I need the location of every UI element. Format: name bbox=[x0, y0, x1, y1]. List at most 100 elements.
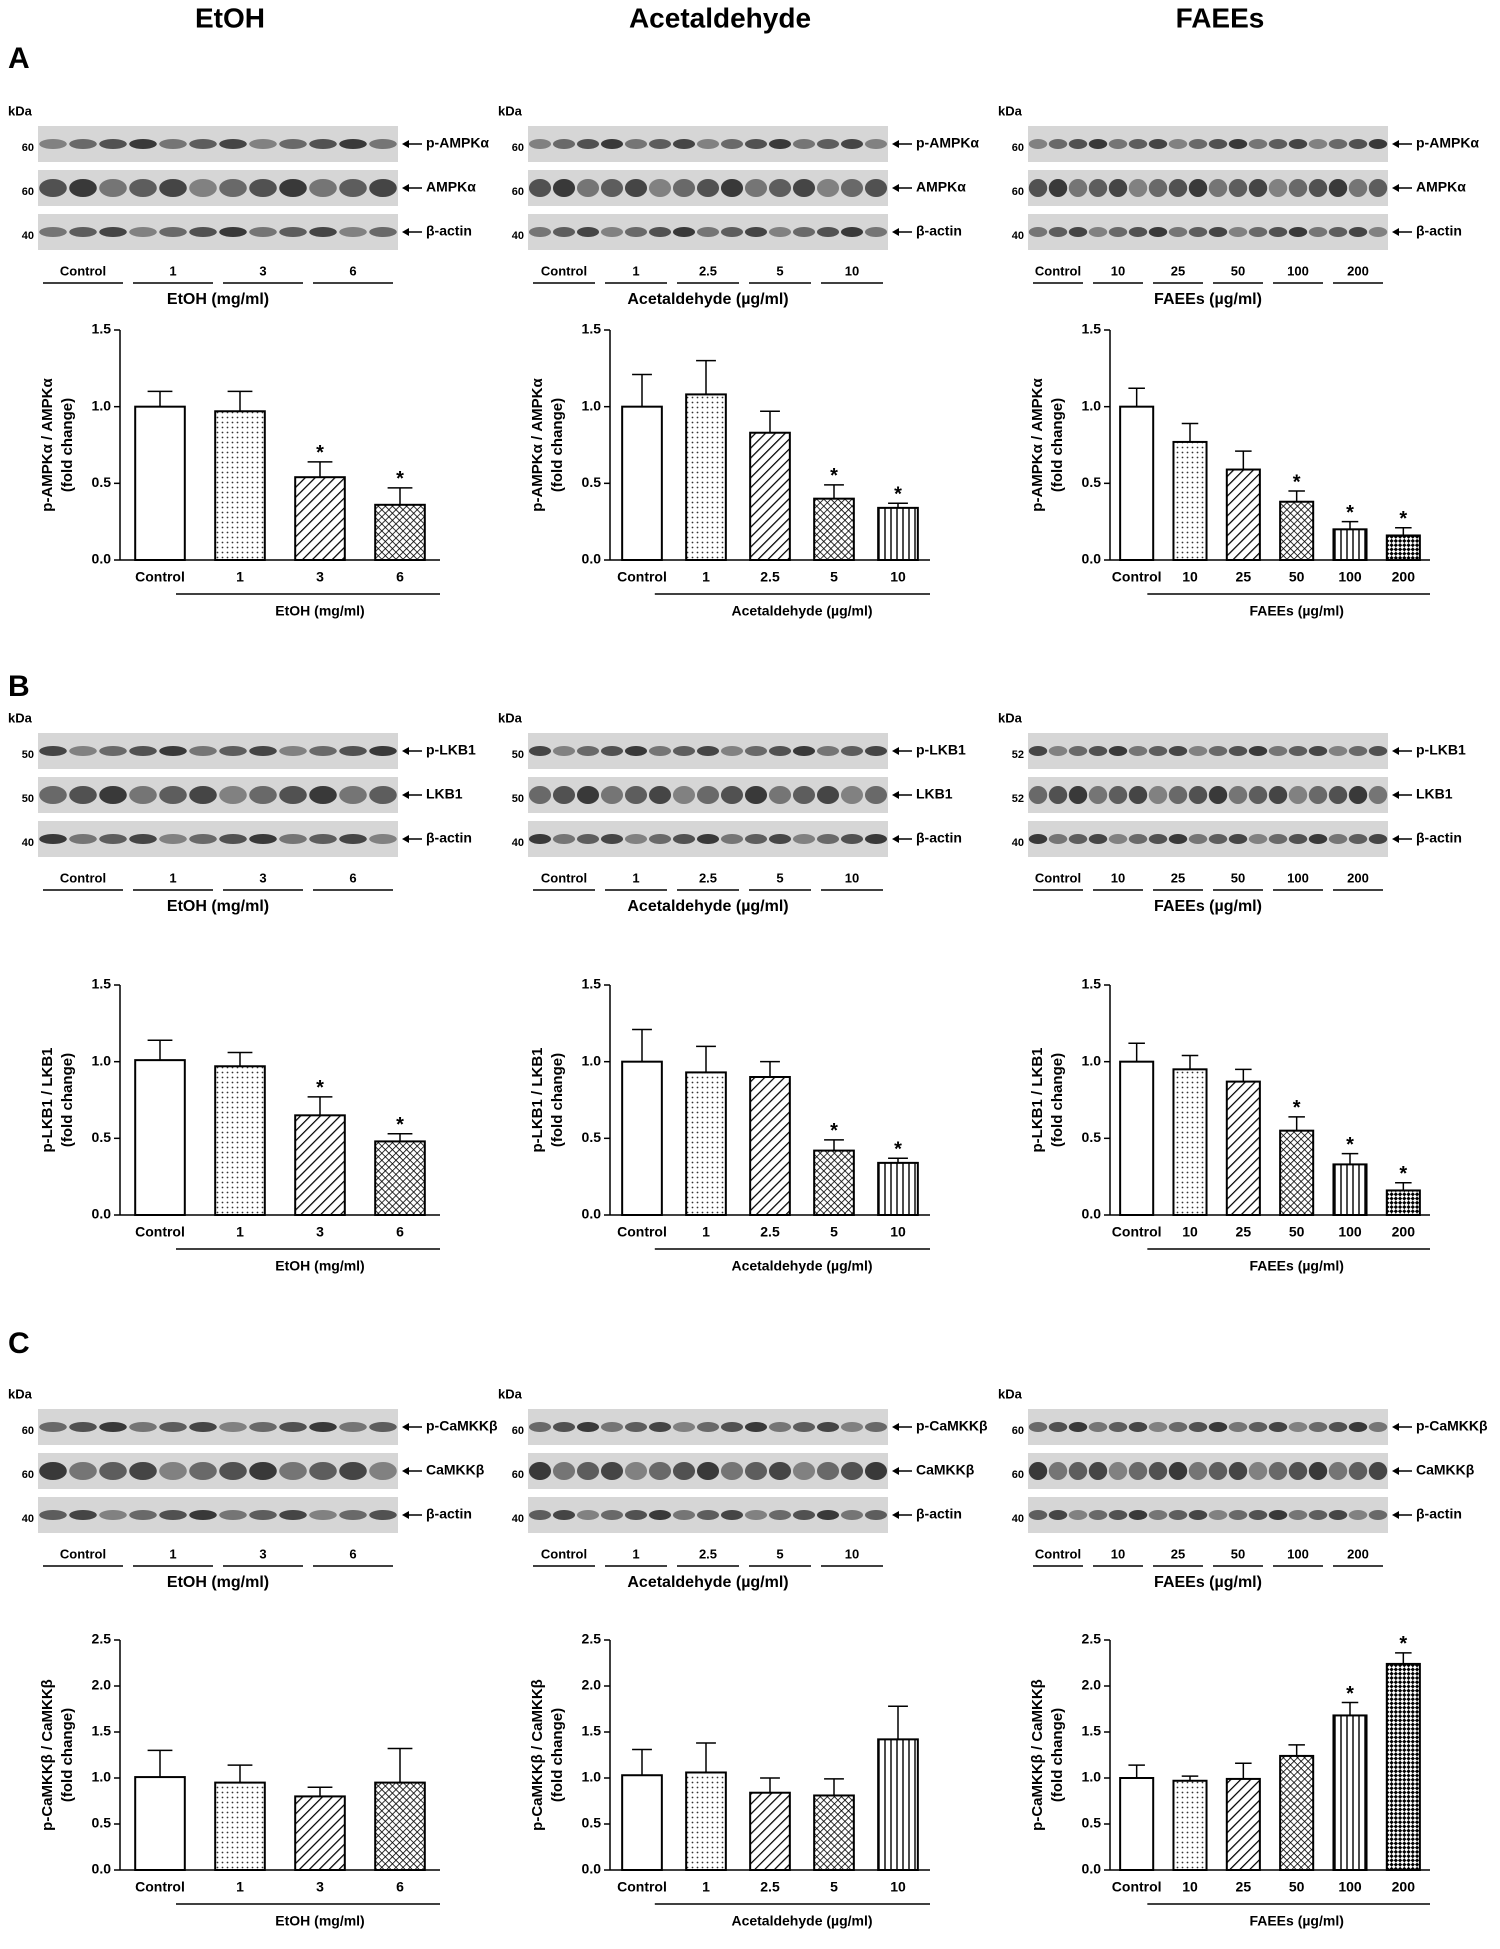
blot-band bbox=[1208, 1462, 1228, 1480]
blot-band bbox=[528, 1422, 552, 1432]
arrow-head bbox=[1392, 228, 1399, 236]
blot-band bbox=[339, 179, 367, 197]
mw-label: 60 bbox=[22, 1469, 34, 1481]
bar bbox=[1225, 1080, 1261, 1216]
bar bbox=[621, 1060, 663, 1216]
blot-band bbox=[648, 1462, 672, 1480]
blot-band bbox=[624, 179, 648, 197]
x-tick-label: 10 bbox=[890, 569, 906, 585]
blot-band bbox=[672, 746, 696, 756]
y-axis-label: (fold change) bbox=[59, 398, 76, 492]
y-axis-label: p-CaMKKβ / CaMKKβ bbox=[529, 1679, 546, 1831]
bar bbox=[374, 1140, 426, 1217]
blot-band bbox=[1108, 834, 1128, 844]
blot-band bbox=[696, 1422, 720, 1432]
blot-band bbox=[369, 746, 397, 756]
blot-band bbox=[189, 1422, 217, 1432]
significance-mark: * bbox=[830, 465, 838, 487]
blot-band bbox=[249, 1462, 277, 1480]
blot-band bbox=[696, 786, 720, 804]
blot-band bbox=[600, 139, 624, 149]
blot-band bbox=[768, 1462, 792, 1480]
blot-band bbox=[1148, 1510, 1168, 1520]
blot-strip bbox=[38, 170, 398, 206]
blot-band bbox=[1328, 786, 1348, 804]
blot-band bbox=[1028, 786, 1048, 804]
bar bbox=[1172, 1068, 1208, 1217]
x-tick-label: 50 bbox=[1289, 1879, 1305, 1895]
bar bbox=[1225, 1777, 1261, 1872]
y-tick-label: 1.5 bbox=[1082, 976, 1102, 992]
blot-strip bbox=[1028, 214, 1388, 250]
blot-band bbox=[528, 834, 552, 844]
blot-band bbox=[720, 786, 744, 804]
x-tick-label: 6 bbox=[396, 1224, 404, 1240]
y-tick-label: 0.0 bbox=[92, 1206, 112, 1222]
blot-band bbox=[1028, 1510, 1048, 1520]
blot-band bbox=[1108, 227, 1128, 237]
lane-group-label: Control bbox=[541, 870, 587, 885]
arrow-head bbox=[402, 184, 409, 192]
bar bbox=[294, 1114, 346, 1217]
lane-group-label: 5 bbox=[776, 870, 783, 885]
lane-group-label: 1 bbox=[632, 263, 639, 278]
arrow-head bbox=[402, 140, 409, 148]
mw-label: 40 bbox=[512, 1513, 524, 1525]
blot-band bbox=[39, 1422, 67, 1432]
blot-band bbox=[69, 227, 97, 237]
blot-band bbox=[768, 179, 792, 197]
bar bbox=[1279, 1754, 1315, 1872]
y-tick-label: 0.5 bbox=[92, 474, 112, 490]
blot-band bbox=[840, 786, 864, 804]
blot-band bbox=[744, 834, 768, 844]
y-tick-label: 0.5 bbox=[1082, 474, 1102, 490]
blot-band bbox=[1188, 786, 1208, 804]
lane-group-label: 200 bbox=[1347, 870, 1369, 885]
blot-band bbox=[279, 179, 307, 197]
blot-band bbox=[1188, 227, 1208, 237]
blot-band bbox=[552, 1462, 576, 1480]
bar bbox=[1332, 1714, 1368, 1871]
bar bbox=[749, 1076, 791, 1216]
blot-band bbox=[1208, 746, 1228, 756]
x-tick-label: 25 bbox=[1236, 1879, 1252, 1895]
blot-band bbox=[840, 1510, 864, 1520]
blot-band bbox=[576, 1422, 600, 1432]
blot-band bbox=[1248, 1510, 1268, 1520]
blot-band bbox=[129, 786, 157, 804]
protein-label: β-actin bbox=[916, 830, 962, 846]
blot-band bbox=[279, 834, 307, 844]
blot-band bbox=[1208, 1510, 1228, 1520]
blot-band bbox=[744, 1510, 768, 1520]
x-axis-label: Acetaldehyde (µg/ml) bbox=[731, 603, 872, 619]
blot-band bbox=[1128, 1422, 1148, 1432]
blot-band bbox=[1028, 1462, 1048, 1480]
blot-band bbox=[159, 1462, 187, 1480]
y-tick-label: 1.0 bbox=[1082, 1769, 1102, 1785]
blot-band bbox=[1068, 227, 1088, 237]
blot-band bbox=[840, 746, 864, 756]
blot-band bbox=[816, 1422, 840, 1432]
panel-letter: A bbox=[8, 42, 30, 75]
blot-band bbox=[816, 179, 840, 197]
arrow-head bbox=[892, 835, 899, 843]
arrow-head bbox=[892, 1423, 899, 1431]
significance-mark: * bbox=[1293, 471, 1301, 493]
blot-band bbox=[600, 179, 624, 197]
x-tick-label: 10 bbox=[1182, 1224, 1198, 1240]
blot-band bbox=[69, 746, 97, 756]
blot-band bbox=[672, 834, 696, 844]
blot-band bbox=[99, 1422, 127, 1432]
y-tick-label: 0.0 bbox=[582, 1861, 602, 1877]
blot-band bbox=[339, 786, 367, 804]
arrow-head bbox=[892, 1467, 899, 1475]
bar bbox=[1279, 1129, 1315, 1216]
x-tick-label: 6 bbox=[396, 1879, 404, 1895]
protein-label: p-LKB1 bbox=[1416, 742, 1466, 758]
y-tick-label: 1.5 bbox=[582, 1723, 602, 1739]
bar bbox=[214, 410, 266, 561]
lane-group-label: 50 bbox=[1231, 263, 1245, 278]
y-axis-label: p-AMPKα / AMPKα bbox=[39, 378, 56, 512]
blot-band bbox=[1108, 139, 1128, 149]
blot-band bbox=[1168, 746, 1188, 756]
